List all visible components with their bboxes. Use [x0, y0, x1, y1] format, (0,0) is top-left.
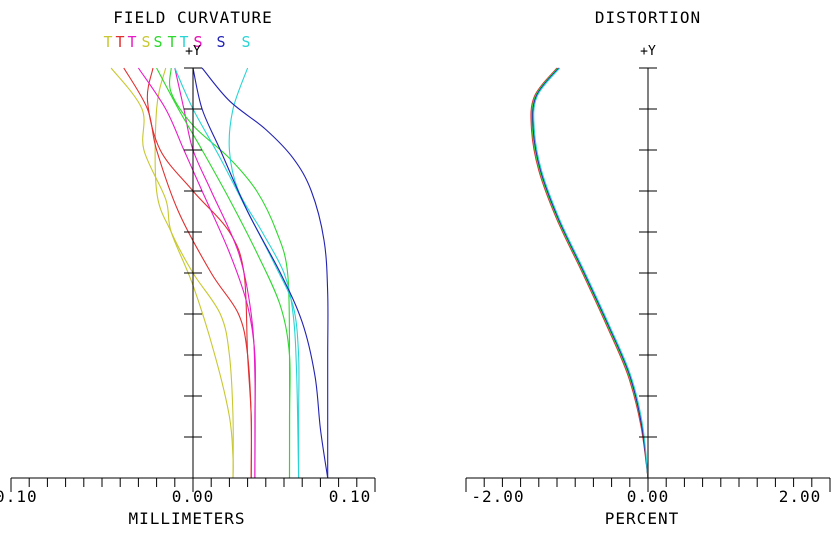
- field-curvature-curve-t-12: [192, 67, 329, 479]
- field-curvature-curve-t-1: [110, 67, 234, 479]
- legend-entry-t-3: T: [127, 33, 136, 51]
- field-curvature-curve-t-7: [156, 67, 291, 478]
- legend-entry-s-5: S: [153, 33, 162, 51]
- field-curvature-x-tick-zero: 0.00: [172, 487, 215, 506]
- legend-entry-s-8: S: [193, 33, 202, 51]
- legend-entry-t-7: T: [179, 33, 188, 51]
- distortion-curve-3: [532, 67, 649, 479]
- field-curvature-axes: [10, 67, 376, 492]
- field-curvature-curves: [110, 67, 329, 479]
- field-curvature-curve-s-8: [169, 67, 291, 479]
- legend-entry-s-4: S: [141, 33, 150, 51]
- legend-entry-s-11: S: [241, 33, 250, 51]
- distortion-x-tick-right: 2.00: [779, 487, 822, 506]
- distortion-curves: [530, 67, 649, 479]
- field-curvature-x-tick-right: 0.10: [329, 487, 372, 506]
- distortion-x-tick-left: -2.00: [471, 487, 524, 506]
- distortion-curve-2: [531, 67, 649, 479]
- distortion-x-tick-zero: 0.00: [627, 487, 670, 506]
- field-curvature-y-axis-label: +Y: [185, 44, 201, 59]
- distortion-curve-4: [533, 67, 649, 479]
- field-curvature-curve-t-9: [174, 67, 300, 478]
- legend-entry-t-2: T: [115, 33, 124, 51]
- field-curvature-curve-s-10: [228, 67, 300, 479]
- distortion-axes: [465, 67, 831, 492]
- field-curvature-curve-s-11: [201, 67, 329, 478]
- field-curvature-x-tick-left: -0.10: [0, 487, 38, 506]
- field-curvature-curve-s-4: [146, 67, 253, 479]
- legend-entry-t-1: T: [103, 33, 112, 51]
- distortion-curve-1: [530, 67, 649, 479]
- field-curvature-x-axis-label: MILLIMETERS: [129, 509, 246, 528]
- distortion-y-axis-label: +Y: [640, 44, 656, 59]
- legend-entry-t-6: T: [167, 33, 176, 51]
- distortion-plot: DISTORTION +Y -2.00 0.00 2.00 PERCENT: [465, 8, 831, 528]
- legend-entry-s-9: S: [193, 33, 202, 51]
- field-curvature-title: FIELD CURVATURE: [113, 8, 273, 27]
- legend-entry-s-10: S: [216, 33, 225, 51]
- field-curvature-legend: T T T S S T T SS S S: [103, 33, 250, 51]
- distortion-title: DISTORTION: [595, 8, 701, 27]
- distortion-x-axis-label: PERCENT: [605, 509, 679, 528]
